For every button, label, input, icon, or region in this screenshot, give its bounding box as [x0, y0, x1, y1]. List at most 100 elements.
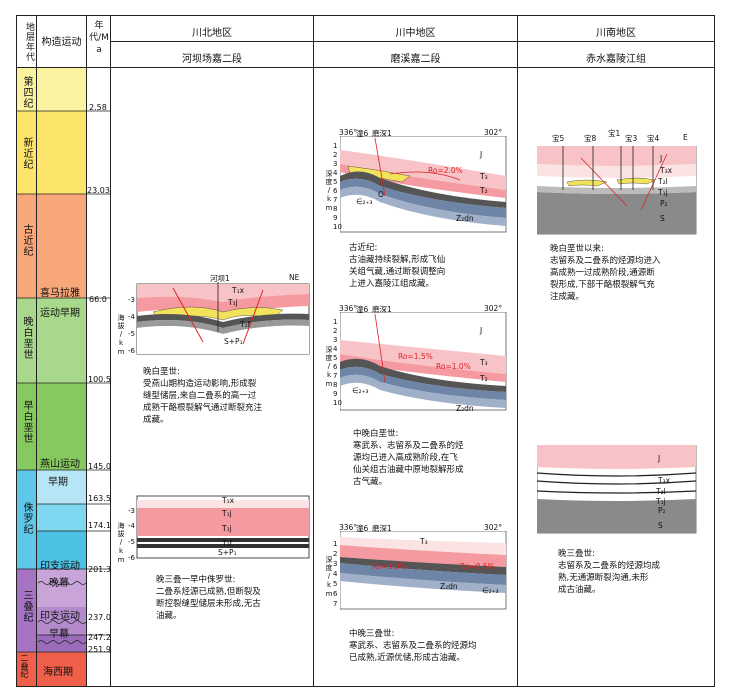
- period-early-cretaceous: 早白垩世: [21, 400, 32, 444]
- age-label: 66.0: [89, 295, 107, 304]
- central-note-cretaceous: 中晚白垩世: 寒武系、志留系及二叠系的烃 源均已进入高成熟阶段,在飞 仙关组古油…: [353, 429, 464, 487]
- south-section-late-triassic: [537, 445, 697, 534]
- c3-ro2: Ro=0.5%: [460, 562, 495, 571]
- c3-right-mark: 302°: [484, 523, 503, 532]
- depth-axis-tick: 10: [333, 399, 342, 407]
- south-well: 宝1: [608, 129, 621, 138]
- south-note-late-triassic: 晚三叠世: 志留系及二叠系的烃源均成 熟,无通源断裂沟通,未形 成古油藏。: [558, 549, 661, 595]
- south-well: 宝5: [552, 134, 565, 143]
- south2-p2: P₂: [658, 506, 666, 515]
- c3-well-b: 磨深1: [372, 524, 392, 533]
- north2-layer-tf: T₁f: [222, 539, 233, 548]
- depth-axis-tick: 1: [333, 540, 338, 548]
- header-age-ma: 年代/Ma: [89, 21, 109, 55]
- north2-layer-s: S+P₁: [218, 548, 237, 557]
- depth-axis-tick: 3: [333, 160, 338, 168]
- north-axis-label: 海拔/km: [117, 314, 125, 357]
- north-axis-tick: -6: [128, 347, 135, 355]
- central-note-triassic: 中晚三叠世: 寒武系、志留系及二叠系的烃源均 已成熟,近源优储,形成古油藏。: [349, 629, 477, 663]
- c2-e: ∈₂₊₃: [352, 386, 369, 395]
- central-section-paleogene: [340, 136, 507, 233]
- c1-left-mark: 336°: [339, 128, 358, 137]
- depth-axis-tick: 5: [333, 354, 338, 362]
- period-quaternary: 第四纪: [21, 76, 32, 109]
- depth-axis-tick: 4: [333, 570, 338, 578]
- depth-axis-tick: 2: [333, 151, 338, 159]
- age-label: 251.9: [88, 645, 111, 654]
- tectonic-himalaya: 喜马拉雅: [40, 288, 80, 299]
- c2-ro1: Ro=1.5%: [398, 352, 433, 361]
- depth-axis-tick: 6: [333, 187, 338, 195]
- north2-axis-tick: -4: [128, 522, 135, 530]
- north-section-late-cretaceous: [136, 282, 310, 355]
- tectonic-indosinian: 印支运动: [40, 561, 80, 572]
- central-note-paleogene: 古近纪: 古油藏持续裂解,形成飞仙 关组气藏,通过断裂调整向 上进入嘉陵江组成藏…: [349, 243, 446, 289]
- age-label: 201.3: [88, 565, 111, 574]
- tectonic-himalaya-early: 运动早期: [40, 308, 80, 319]
- tectonic-jurassic-early: 早期: [48, 477, 68, 488]
- north-dir-label: NE: [289, 273, 300, 282]
- c3-left-mark: 336°: [339, 523, 358, 532]
- north2-layer-tx: T₁x: [222, 496, 235, 505]
- north2-layer-tj2: T₁j: [222, 524, 232, 533]
- south-section-late-cretaceous: [537, 146, 697, 235]
- c1-zdn: Z₂dn: [456, 214, 474, 223]
- age-label: 174.1: [88, 521, 111, 530]
- south-well: 宝8: [584, 134, 597, 143]
- south-t3x: T₃x: [660, 166, 673, 175]
- central-section-cretaceous: [340, 312, 507, 411]
- depth-axis-tick: 6: [333, 363, 338, 371]
- c2-j: J: [480, 326, 483, 335]
- c2-t3: T₃: [480, 358, 488, 367]
- c3-ro1: Ro=1.3%: [372, 562, 407, 571]
- north2-axis-tick: -3: [128, 507, 135, 515]
- south-dir: E: [683, 133, 688, 142]
- c2-zdn: Z₂dn: [456, 404, 474, 413]
- north-layer-tx: T₁x: [232, 286, 245, 295]
- north2-axis-tick: -6: [128, 554, 135, 562]
- north2-axis-label: 海拔/km: [117, 522, 125, 565]
- header-region-north: 川北地区: [192, 28, 232, 39]
- depth-axis-tick: 1: [333, 318, 338, 326]
- c1-axis-label: 深度/km: [325, 170, 333, 213]
- north-note-late-triassic: 晚三叠一早中侏罗世: 二叠系烃源已成熟,但断裂及 断控裂缝型储层未形成,无古 油…: [156, 575, 261, 621]
- age-label: 247.2: [88, 633, 111, 642]
- header-tectonic: 构造运动: [41, 37, 82, 48]
- north-layer-tj: T₁j: [228, 298, 238, 307]
- c2-t2: T₂: [480, 374, 488, 383]
- south2-t1j: T₁j: [656, 497, 666, 506]
- south2-t2l: T₂l: [656, 487, 666, 496]
- c2-right-mark: 302°: [484, 304, 503, 313]
- c1-well-a: 潼6: [356, 129, 369, 138]
- south-t2l: T₂l: [658, 177, 668, 186]
- c2-well-b: 磨深1: [372, 305, 392, 314]
- c2-axis-label: 深度/km: [325, 346, 333, 389]
- c2-ro2: Ro=1.0%: [436, 362, 471, 371]
- depth-axis-tick: 5: [333, 580, 338, 588]
- header-sub-north: 河坝场嘉二段: [182, 54, 242, 65]
- central-section-triassic: [340, 531, 507, 610]
- age-label: 163.5: [88, 494, 111, 503]
- c1-t3: T₃: [480, 172, 488, 181]
- tectonic-early-curtain: 早幕: [49, 629, 69, 640]
- south-t1j: T₁j: [658, 188, 668, 197]
- south-note-late-cretaceous: 晚白垩世以来: 志留系及二叠系的烃源均进入 高成熟一过成熟阶段,通源断 裂形成,…: [550, 244, 661, 302]
- south-j: J: [660, 154, 663, 163]
- c1-e: ∈₂₊₃: [356, 197, 373, 206]
- north-axis-tick: -3: [128, 296, 135, 304]
- c3-zdn: Z₂dn: [440, 582, 458, 591]
- c3-axis-label: 深度/km: [325, 556, 333, 599]
- north-axis-tick: -5: [128, 330, 135, 338]
- south2-t3x: T₃x: [658, 476, 671, 485]
- south2-j: J: [658, 454, 661, 463]
- north-layer-s: S+P₁: [224, 337, 243, 346]
- c1-well-b: 磨深1: [372, 129, 392, 138]
- depth-axis-tick: 8: [333, 205, 338, 213]
- header-region-south: 川南地区: [596, 28, 636, 39]
- tectonic-yanshan: 燕山运动: [40, 459, 80, 470]
- south-well: 宝3: [625, 134, 638, 143]
- c1-t2: T₂: [480, 186, 488, 195]
